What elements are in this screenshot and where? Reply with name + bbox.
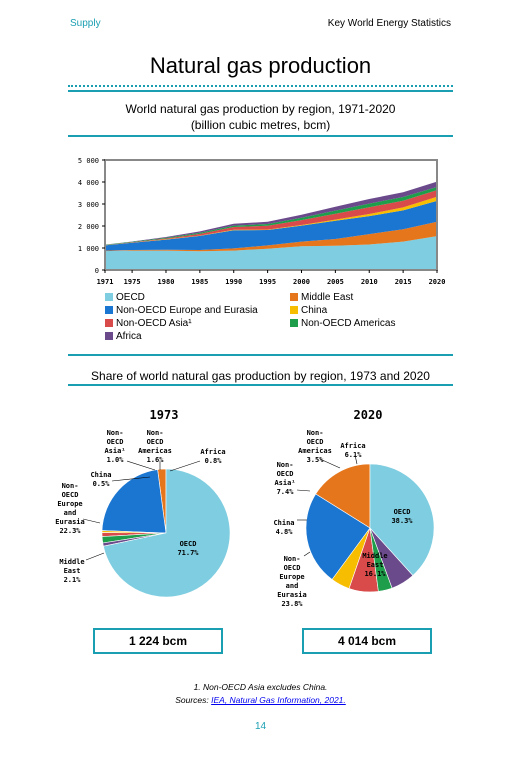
- title-dotted-rule: [68, 85, 453, 87]
- x-tick-label: 2000: [293, 278, 310, 286]
- pie-2020-label-oecd: OECD 38.3%: [391, 508, 413, 525]
- page-title: Natural gas production: [149, 53, 372, 78]
- pie-2020-label-amer: Non-OECD Americas 3.5%: [298, 429, 332, 464]
- area-chart: 0 1 000 2 000 3 000 4 000 5 000 1971 1975 1980 19…: [78, 157, 446, 286]
- pie-2020-label-me: Middle East 16.1%: [362, 552, 387, 578]
- pie-charts: Middle East 2.1% Non-OECD Europe and Eurasia 22…: [55, 408, 435, 608]
- legend-label: Non-OECD Asia¹: [116, 318, 192, 329]
- y-tick-label: 2 000: [78, 223, 99, 231]
- sources-prefix: Sources:: [175, 695, 212, 705]
- x-tick-label: 1990: [225, 278, 242, 286]
- pie-2020-year-title: 2020: [354, 408, 383, 422]
- sources-link[interactable]: IEA, Natural Gas Information, 2021.: [211, 695, 346, 705]
- pie-2020-leader-africa: [354, 454, 358, 465]
- pie-section-top-rule: [68, 354, 453, 356]
- pie-1973-year-title: 1973: [150, 408, 179, 422]
- area-chart-title: World natural gas production by region, …: [0, 101, 521, 133]
- pie-1973-label-eur: Non-OECD Europe and Eurasia 22.3%: [55, 482, 85, 535]
- pie-2020-slice-eur: [305, 493, 371, 580]
- area-series-oecd: [105, 236, 437, 270]
- pie-1973-leader-china: [111, 476, 151, 482]
- pie-2020-slice-me: [315, 463, 371, 529]
- pie-1973-label-amer: Non-OECD Americas 1.6%: [138, 429, 172, 464]
- area-chart-title-line2: (billion cubic metres, bcm): [190, 118, 331, 132]
- x-tick-label: 2020: [429, 278, 446, 286]
- pie-1973-slice-eur: [101, 469, 167, 534]
- legend-label: China: [301, 305, 328, 316]
- pie-1973-label-oecd: OECD 71.7%: [177, 540, 199, 557]
- x-tick-label: 2005: [327, 278, 344, 286]
- pie-section-title: Share of world natural gas production by…: [91, 369, 430, 383]
- y-tick-label: 1 000: [78, 245, 99, 253]
- x-tick-label: 1995: [259, 278, 276, 286]
- legend-item-non-oecd-europe: Non-OECD Europe and Eurasia: [105, 305, 258, 316]
- x-tick-label: 1980: [158, 278, 175, 286]
- x-tick-label: 1975: [124, 278, 141, 286]
- legend-label: OECD: [116, 292, 145, 303]
- pie-2020-label-china: China 4.8%: [273, 519, 294, 536]
- y-tick-label: 3 000: [78, 201, 99, 209]
- y-tick-label: 5 000: [78, 157, 99, 165]
- pie-1973-leader-eur: [82, 518, 101, 524]
- pie-1973-label-africa: Africa 0.8%: [200, 448, 225, 465]
- area-series-middle-east: [105, 221, 437, 252]
- total-1973-box: 1 224 bcm: [93, 628, 223, 654]
- legend-label: Non-OECD Europe and Eurasia: [116, 305, 258, 316]
- pie-2020-leader-eur: [303, 551, 311, 557]
- legend-item-africa: Africa: [105, 331, 142, 342]
- pie-2020-leader-amer: [319, 458, 341, 469]
- y-tick-label: 0: [95, 267, 99, 275]
- plot-frame: [104, 159, 438, 271]
- pie-1973-label-me: Middle East 2.1%: [59, 558, 84, 584]
- legend-label: Middle East: [301, 292, 354, 303]
- x-tick-label: 1985: [191, 278, 208, 286]
- pie-1973-slice-oecd: [103, 468, 231, 598]
- total-2020-box: 4 014 bcm: [302, 628, 432, 654]
- header-publication: Key World Energy Statistics: [327, 18, 451, 29]
- pie-2020-label-eur: Non-OECD Europe and Eurasia 23.8%: [277, 555, 307, 608]
- title-solid-rule: [68, 90, 453, 92]
- legend-item-non-oecd-asia: Non-OECD Asia¹: [105, 318, 192, 329]
- footnote: 1. Non-OECD Asia excludes China.: [193, 682, 328, 692]
- sources-line: Sources: IEA, Natural Gas Information, 2…: [0, 695, 521, 705]
- pie-section-rule: [68, 384, 453, 386]
- legend-item-oecd: OECD: [105, 292, 145, 303]
- legend-label: Africa: [116, 331, 142, 342]
- pie-2020-slice-oecd: [369, 463, 435, 576]
- legend-item-non-oecd-americas: Non-OECD Americas: [290, 318, 395, 329]
- pie-1973-label-asia: Non-OECD Asia¹ 1.0%: [104, 429, 125, 464]
- page-number: 14: [254, 721, 267, 732]
- header-section: Supply: [70, 18, 101, 29]
- legend-swatch: [290, 306, 298, 314]
- pie-1973-label-china: China 0.5%: [90, 471, 111, 488]
- legend-swatch: [105, 306, 113, 314]
- area-chart-rule: [68, 135, 453, 137]
- area-chart-title-line1: World natural gas production by region, …: [125, 102, 396, 116]
- pie-1973-leader-me: [85, 552, 105, 561]
- legend-swatch: [105, 319, 113, 327]
- x-tick-label: 2015: [395, 278, 412, 286]
- legend-swatch: [290, 293, 298, 301]
- pie-2020-leader-asia: [296, 489, 311, 492]
- y-tick-label: 4 000: [78, 179, 99, 187]
- area-series-non-oecd-europe-and-eurasia: [105, 200, 437, 251]
- legend-swatch: [105, 293, 113, 301]
- legend-item-china: China: [290, 305, 327, 316]
- x-tick-label: 2010: [361, 278, 378, 286]
- pie-2020-label-africa: Africa 6.1%: [340, 442, 365, 459]
- x-tick-label: 1971: [97, 278, 114, 286]
- pie-1973-leader-africa: [169, 460, 201, 472]
- legend-swatch: [105, 332, 113, 340]
- legend-swatch: [290, 319, 298, 327]
- pie-2020-label-asia: Non-OECD Asia¹ 7.4%: [274, 461, 295, 496]
- legend-item-middle-east: Middle East: [290, 292, 353, 303]
- legend-label: Non-OECD Americas: [301, 318, 396, 329]
- pie-1973-leader-asia: [126, 460, 156, 471]
